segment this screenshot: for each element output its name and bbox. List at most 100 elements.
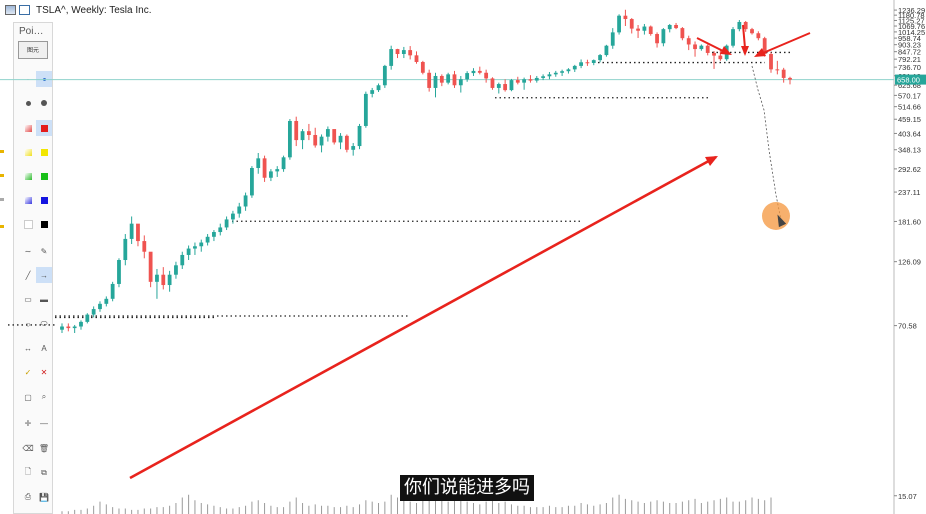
volume-bar: [131, 509, 133, 514]
volume-bar: [580, 503, 582, 514]
volume-bar: [612, 497, 614, 514]
green-swatch-icon[interactable]: [38, 170, 50, 182]
volume-bar: [624, 498, 626, 514]
search-tool-icon[interactable]: ⌕: [41, 392, 47, 401]
volume-bar: [118, 508, 120, 514]
volume-bar: [567, 505, 569, 514]
line-tool-icon[interactable]: ╱: [25, 270, 31, 280]
comment-tool-icon[interactable]: ▢: [24, 392, 32, 402]
yellow-swatch-icon[interactable]: [38, 146, 50, 158]
volume-bar: [434, 494, 436, 514]
horizontal-line-icon[interactable]: —: [40, 418, 48, 428]
rectangle-tool-icon[interactable]: ▭: [24, 294, 32, 304]
oval-tool-icon[interactable]: ⬭: [40, 319, 48, 328]
save-icon[interactable]: 💾: [39, 492, 49, 502]
volume-bar: [226, 508, 228, 514]
y-tick-label: 237.11: [898, 188, 920, 197]
ellipse-tool-icon[interactable]: ○: [25, 319, 31, 329]
dot-small-icon[interactable]: [36, 71, 52, 87]
volume-bar: [605, 503, 607, 514]
candle-body: [490, 78, 495, 88]
print-icon[interactable]: ⎙: [24, 492, 32, 501]
document-icon[interactable]: 🗋: [24, 467, 32, 476]
trash-icon[interactable]: 🗑: [38, 443, 50, 453]
candle-body: [91, 309, 96, 315]
candle-body: [781, 69, 786, 78]
volume-bar: [308, 505, 310, 514]
check-tool-icon[interactable]: ✓: [24, 367, 32, 377]
candle-body: [642, 26, 647, 31]
y-tick-label: 1180.78: [898, 11, 925, 20]
candle-body: [395, 49, 400, 55]
volume-bar: [188, 494, 190, 514]
chart-window-icon[interactable]: [5, 5, 16, 15]
volume-bar: [397, 497, 399, 514]
y-tick-label: 847.72: [898, 48, 921, 57]
blue-swatch-icon[interactable]: [38, 194, 50, 206]
blue-fill-icon[interactable]: [22, 194, 34, 206]
candle-body: [250, 167, 254, 196]
candle-body: [541, 76, 546, 78]
eraser-icon[interactable]: ⌫: [22, 443, 34, 453]
candle-body: [636, 28, 640, 31]
candle-body: [547, 74, 552, 77]
volume-bar: [289, 501, 291, 514]
volume-bar: [245, 505, 247, 514]
tool-category-button[interactable]: 图元: [18, 41, 48, 59]
volume-bar: [213, 505, 215, 514]
red-fill-icon[interactable]: [22, 122, 34, 134]
measure-tool-icon[interactable]: ↔: [24, 343, 32, 353]
candle-body: [376, 85, 381, 91]
close-tool-icon[interactable]: ✕: [40, 367, 48, 377]
volume-bar: [555, 507, 557, 514]
candle-body: [174, 265, 178, 275]
copy-icon[interactable]: ⧉: [41, 468, 47, 477]
dot-large-icon[interactable]: [22, 97, 34, 109]
volume-bar: [181, 497, 183, 514]
volume-bar: [169, 505, 171, 514]
candle-body: [477, 70, 482, 73]
candle-body: [471, 70, 476, 74]
y-tick-label: 570.17: [898, 91, 921, 100]
candle-body: [439, 75, 444, 83]
volume-bar: [726, 497, 728, 514]
arrow-tool-icon[interactable]: →: [36, 267, 52, 283]
cursor-icon[interactable]: ·: [26, 74, 30, 84]
pen-tool-icon[interactable]: ✎: [40, 246, 48, 256]
symbol-icon[interactable]: [19, 5, 30, 15]
volume-bar: [498, 503, 500, 514]
black-swatch-icon[interactable]: [38, 218, 50, 230]
candle-body: [617, 15, 621, 33]
candle-body: [579, 62, 583, 66]
volume-bar: [295, 497, 297, 514]
volume-bar: [251, 501, 253, 514]
curve-tool-icon[interactable]: ∼: [24, 246, 32, 256]
candle-body: [60, 326, 64, 330]
y-tick-label: 181.60: [898, 217, 921, 226]
candle-body: [129, 223, 134, 239]
dot-large-icon[interactable]: [38, 97, 50, 109]
volume-bar: [491, 500, 493, 514]
candle-body: [155, 274, 159, 282]
candle-body: [515, 80, 520, 83]
green-fill-icon[interactable]: [22, 170, 34, 182]
candle-body: [788, 77, 792, 80]
panel-title: Poi…: [19, 26, 44, 37]
volume-bar: [74, 509, 76, 514]
text-tool-icon[interactable]: A: [41, 343, 47, 353]
volume-bar: [428, 492, 430, 514]
candle-body: [731, 29, 735, 46]
rounded-rect-icon[interactable]: ▬: [40, 294, 48, 304]
red-swatch-icon[interactable]: [36, 120, 52, 136]
volume-bar: [643, 503, 645, 514]
drawing-tools-panel: Poi… 图元 · ∼ ✎ ╱ → ▭ ▬ ○ ⬭ ↔ A ✓ ✕ ▢ ⌕ ✛ …: [13, 22, 53, 514]
volume-bar: [529, 507, 531, 514]
crosshair-tool-icon[interactable]: ✛: [24, 418, 32, 428]
volume-bar: [257, 500, 259, 514]
white-fill-icon[interactable]: [22, 218, 34, 230]
candle-body: [98, 303, 102, 310]
candle-body: [775, 69, 780, 71]
yellow-fill-icon[interactable]: [22, 146, 34, 158]
candle-body: [338, 135, 343, 143]
